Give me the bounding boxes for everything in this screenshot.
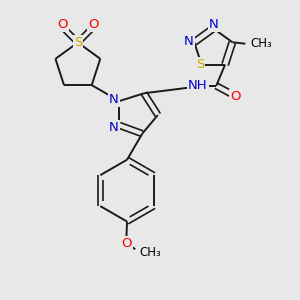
Text: CH₃: CH₃ <box>140 246 161 259</box>
Text: O: O <box>121 237 132 250</box>
Text: O: O <box>88 18 98 31</box>
Text: N: N <box>184 35 194 48</box>
Text: CH₃: CH₃ <box>250 37 272 50</box>
Text: S: S <box>74 36 82 49</box>
Text: N: N <box>209 18 219 32</box>
Text: N: N <box>109 93 119 106</box>
Text: NH: NH <box>188 79 208 92</box>
Text: N: N <box>109 121 119 134</box>
Text: S: S <box>196 58 204 71</box>
Text: O: O <box>57 18 68 31</box>
Text: O: O <box>230 90 240 103</box>
